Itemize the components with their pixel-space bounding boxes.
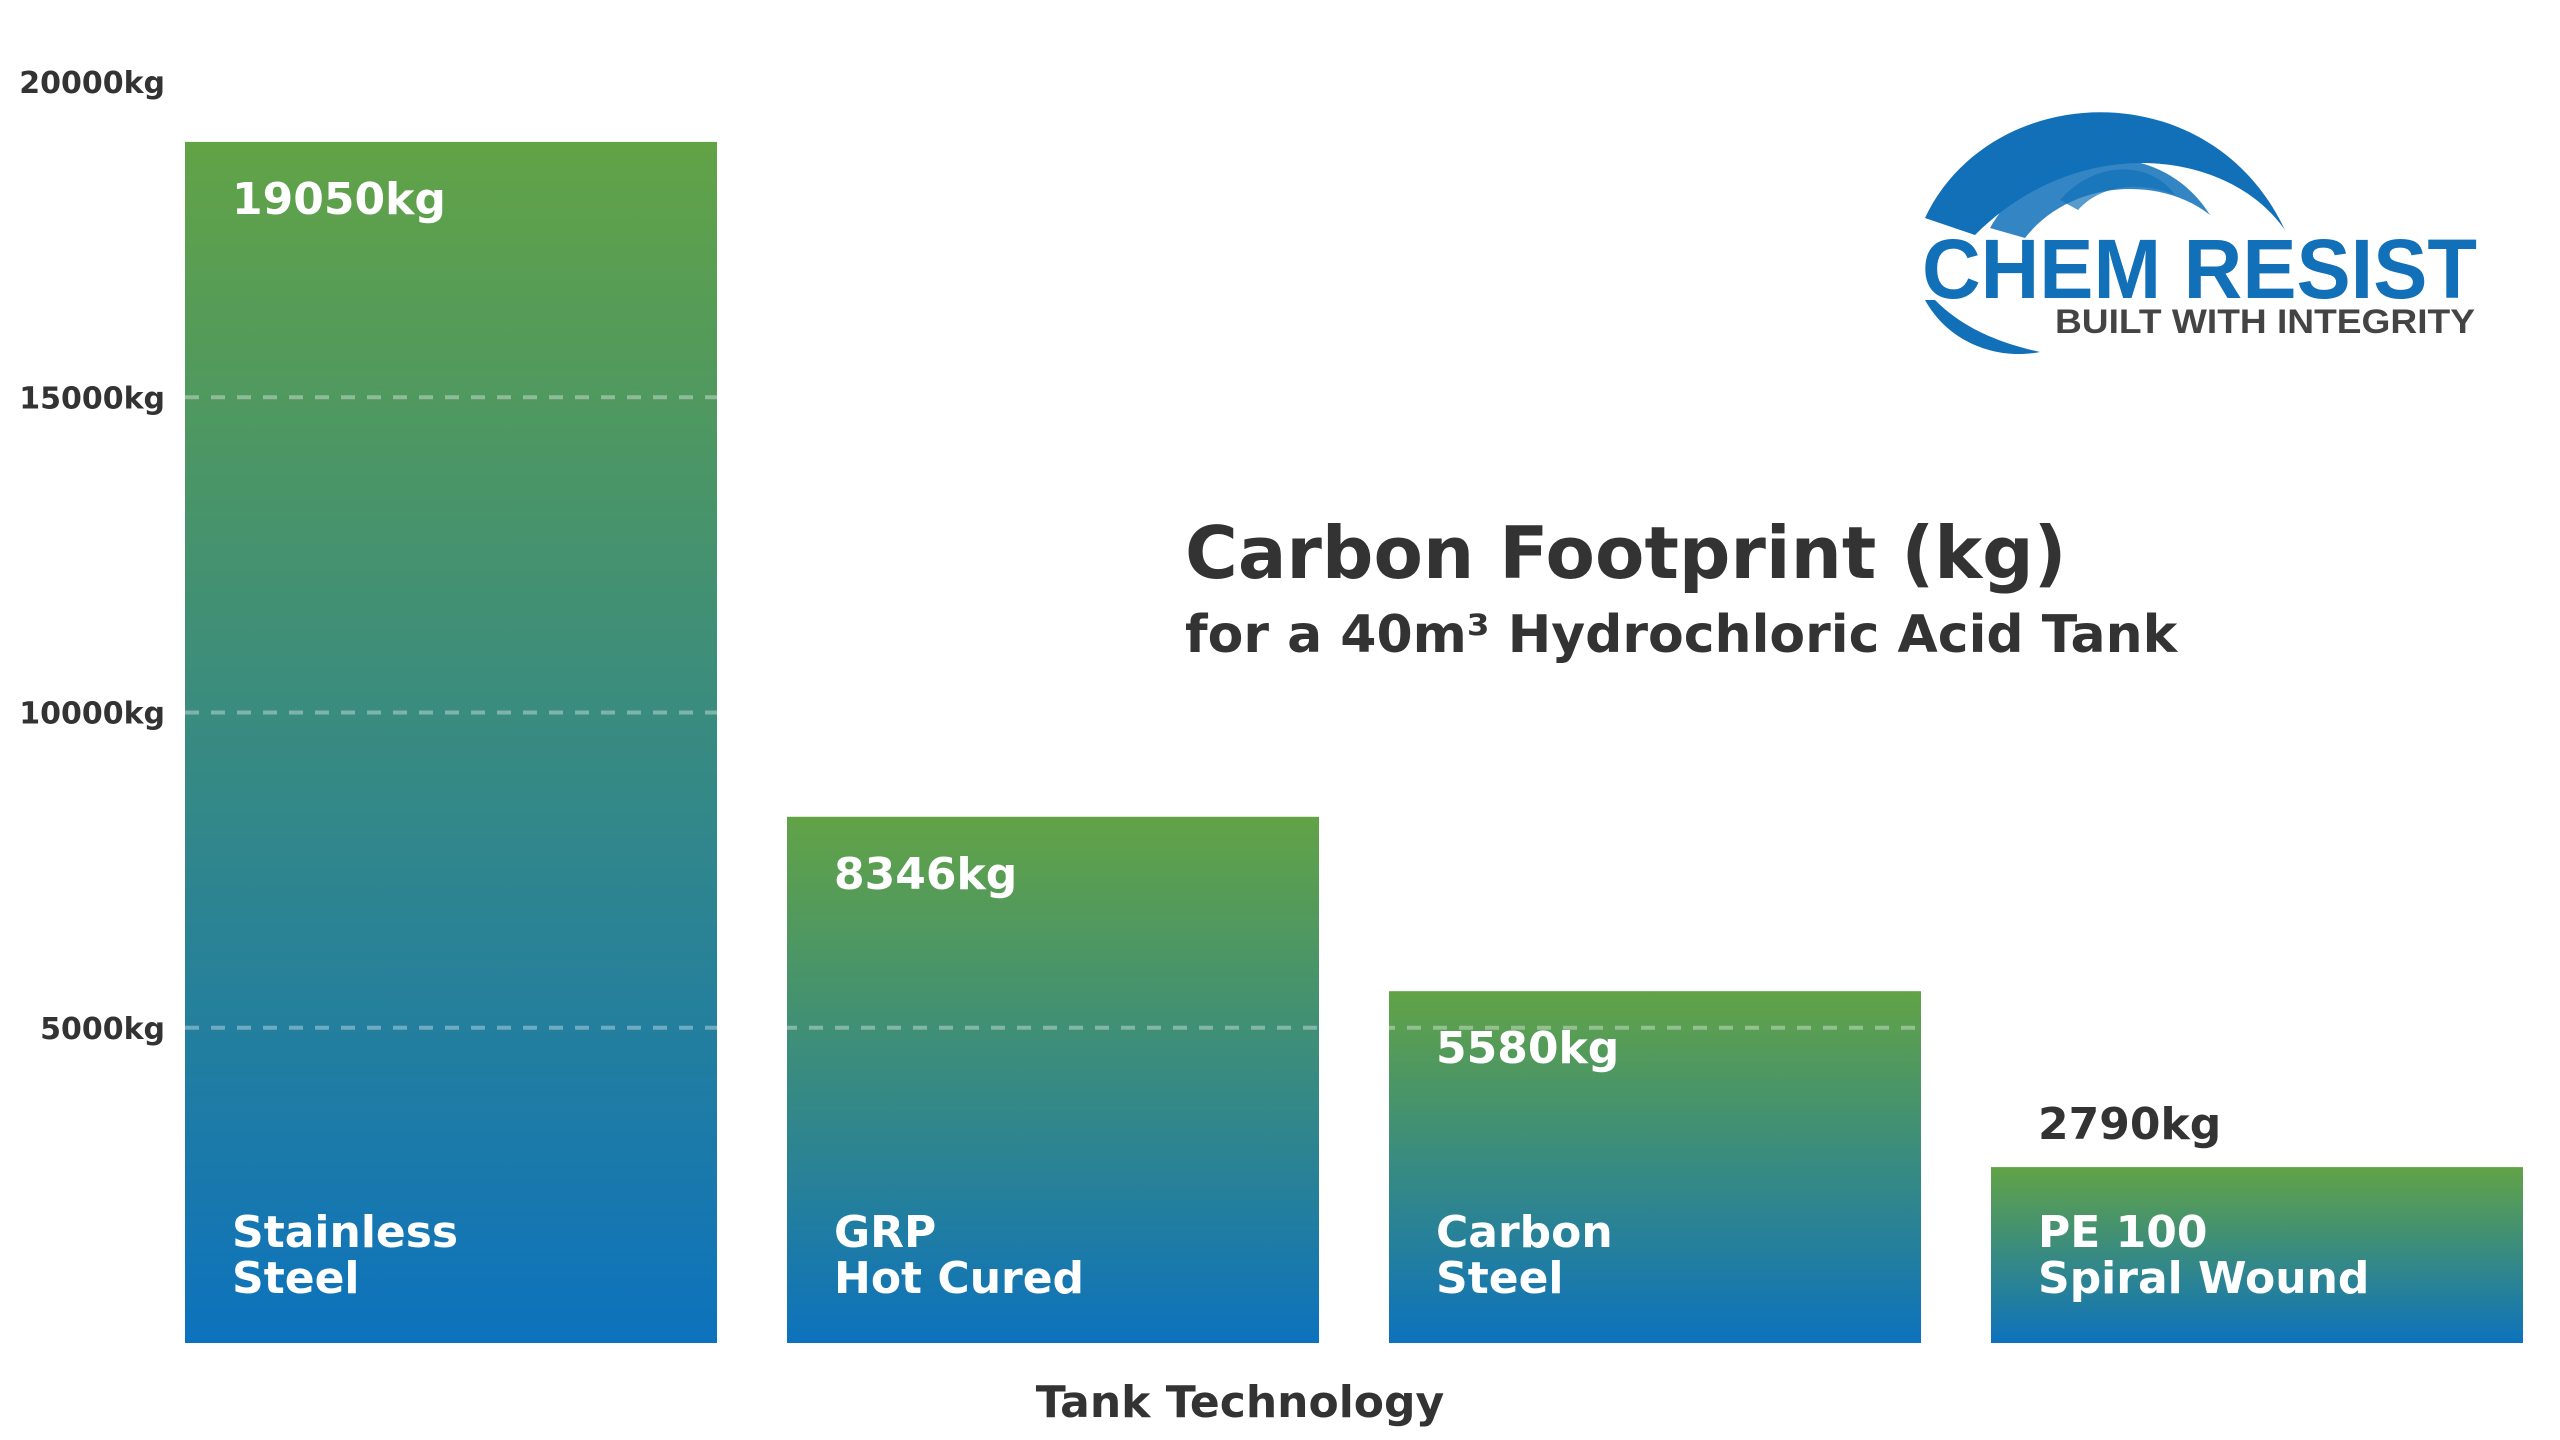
chart-title: Carbon Footprint (kg) [1185,511,2067,595]
chart-subtitle: for a 40m³ Hydrochloric Acid Tank [1185,605,2179,665]
y-tick-label: 5000kg [40,1012,165,1047]
y-axis-ticks: 5000kg 10000kg 15000kg 20000kg [19,66,165,1047]
category-label: Carbon [1436,1207,1613,1258]
bar-value-label: 2790kg [2038,1099,2221,1150]
bar [185,141,717,1344]
y-tick-label: 20000kg [19,66,165,101]
bars [185,141,2523,1344]
chem-resist-logo: CHEM RESIST BUILT WITH INTEGRITY [1922,112,2477,355]
bar-value-label: 5580kg [1436,1023,1619,1074]
bar-value-label: 8346kg [834,849,1017,900]
bar [1389,991,1921,1343]
category-label: Spiral Wound [2038,1253,2369,1304]
category-label: Hot Cured [834,1253,1084,1304]
logo-name: CHEM RESIST [1922,222,2477,316]
category-label: PE 100 [2038,1207,2207,1258]
category-label: Steel [232,1253,360,1304]
logo-tagline: BUILT WITH INTEGRITY [2055,303,2475,341]
bar [1991,1167,2523,1343]
x-axis-label: Tank Technology [1036,1377,1444,1428]
y-tick-label: 10000kg [19,697,165,732]
category-label: Steel [1436,1253,1564,1304]
category-label: GRP [834,1207,936,1258]
y-tick-label: 15000kg [19,381,165,416]
category-label: Stainless [232,1207,458,1258]
bar [787,816,1319,1343]
logo-swirl-icon [1925,112,2285,355]
bar-value-label: 19050kg [232,174,446,225]
